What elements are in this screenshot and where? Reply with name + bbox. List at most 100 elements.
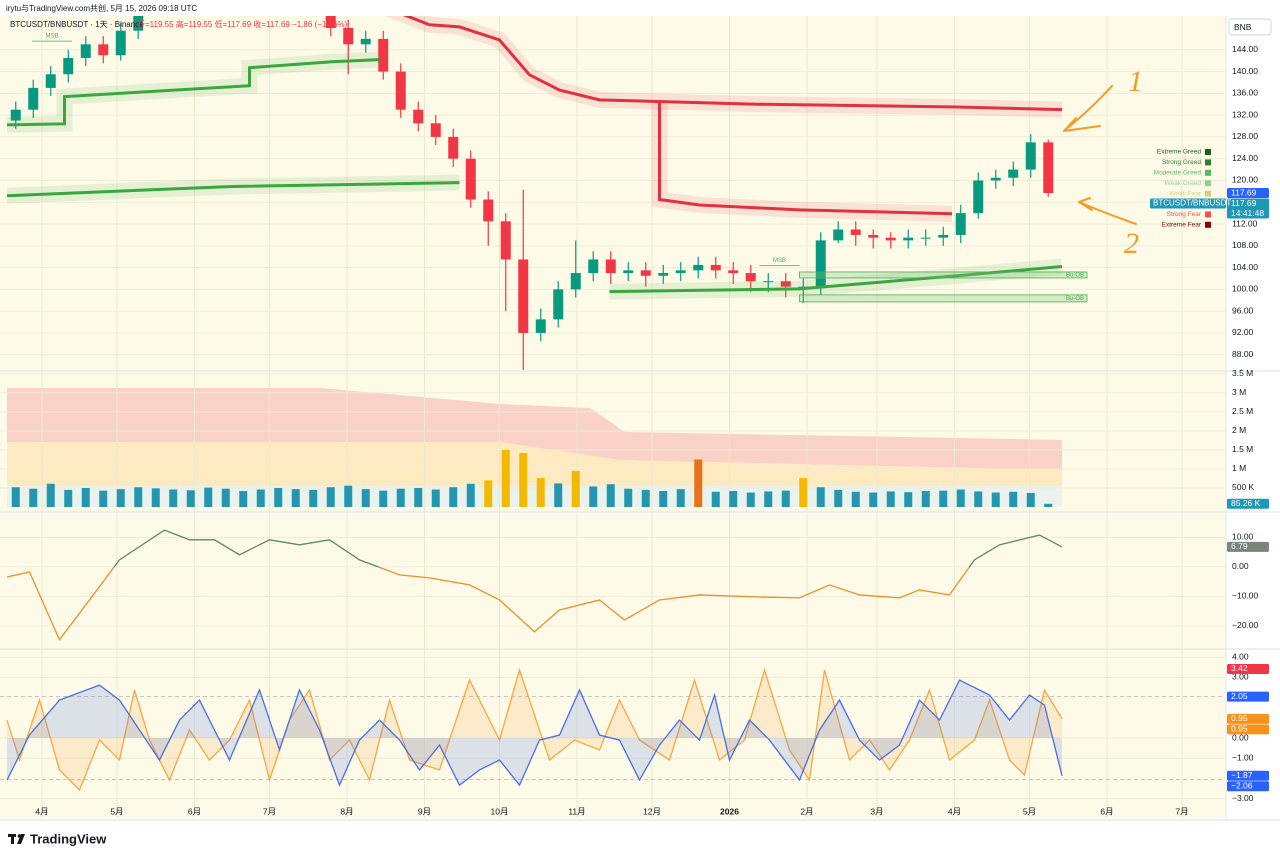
y-tick-label: 3.00 <box>1232 672 1249 682</box>
candle-body <box>343 27 354 45</box>
candle-body <box>395 71 406 110</box>
candle-body <box>360 38 371 45</box>
y-tick-label: −20.00 <box>1232 620 1259 630</box>
y-tick-label: 2 M <box>1232 425 1246 435</box>
volume-bar <box>326 487 335 507</box>
x-tick-label: 9月 <box>418 806 431 816</box>
volume-bar <box>396 488 405 507</box>
price-badge-label: −1.87 <box>1231 770 1253 780</box>
oscillator-area <box>7 680 1062 786</box>
volume-bar <box>64 489 73 507</box>
volume-bar <box>571 470 580 507</box>
candle-body <box>780 281 791 287</box>
x-tick-label: 8月 <box>340 806 353 816</box>
y-tick-label: 0.00 <box>1232 732 1249 742</box>
y-tick-label: −3.00 <box>1232 793 1254 803</box>
y-tick-label: 100.00 <box>1232 284 1258 294</box>
candle-body <box>553 289 564 320</box>
x-tick-label: 5月 <box>110 806 123 816</box>
candle-body <box>308 0 318 6</box>
y-tick-label: 136.00 <box>1232 88 1258 98</box>
volume-bar <box>449 487 458 507</box>
logo-part <box>11 834 14 844</box>
volume-bar <box>134 487 143 507</box>
y-tick-label: −10.00 <box>1232 591 1259 601</box>
legend-label: Weak Fear <box>1169 190 1202 197</box>
volume-band <box>7 442 1062 486</box>
volume-bar <box>816 487 825 507</box>
y-tick-label: 3.5 M <box>1232 368 1253 378</box>
price-badge-label: −2.06 <box>1231 781 1253 791</box>
candle-body <box>570 273 581 290</box>
candle-body <box>658 273 669 276</box>
volume-bar <box>169 489 178 507</box>
y-tick-label: 104.00 <box>1232 262 1258 272</box>
volume-bar <box>974 491 983 507</box>
y-tick-label: −1.00 <box>1232 752 1254 762</box>
volume-bar <box>676 489 685 507</box>
chart-title: BTCUSDT/BNBUSDT · 1天 · Binance <box>10 20 144 29</box>
price-badge-label: 117.69 <box>1231 198 1257 208</box>
overlay-line <box>6 181 460 198</box>
price-badge-label: 0.95 <box>1231 724 1248 734</box>
y-tick-label: 132.00 <box>1232 109 1258 119</box>
volume-bar <box>851 491 860 507</box>
order-block-label: Bu-OB <box>1066 296 1084 302</box>
oscillator-line <box>6 667 1063 792</box>
volume-bar <box>589 486 598 507</box>
candle-body <box>763 281 774 283</box>
hand-arrows <box>1063 85 1137 225</box>
x-tick-label: 7月 <box>263 806 276 816</box>
legend-label: Moderate Greed <box>1154 170 1202 177</box>
volume-bar <box>239 491 248 507</box>
y-tick-label: 3 M <box>1232 387 1246 397</box>
y-tick-label: 128.00 <box>1232 131 1258 141</box>
legend-label: Strong Fear <box>1167 211 1202 218</box>
volume-bar <box>834 489 843 507</box>
oscillator-area <box>7 669 1062 790</box>
candle-body <box>325 16 336 28</box>
y-tick-label: 0.00 <box>1232 561 1249 571</box>
x-tick-label: 4月 <box>948 806 961 816</box>
candle-body <box>413 109 424 124</box>
price-badge <box>1227 770 1269 781</box>
symbol-box[interactable] <box>1228 18 1272 36</box>
candle-body <box>885 237 896 241</box>
legend-swatch <box>1205 159 1211 166</box>
candle-body <box>745 273 756 282</box>
volume-bar <box>291 489 300 507</box>
volume-bar <box>81 487 90 507</box>
volume-bar <box>869 492 878 507</box>
candle-body <box>133 16 144 31</box>
symbol-box-label[interactable]: BNB <box>1234 22 1252 32</box>
order-block <box>799 294 1088 303</box>
candle-body <box>10 109 21 121</box>
candle-body <box>483 199 494 222</box>
volume-bar <box>886 491 895 507</box>
brand: TradingView <box>30 831 107 846</box>
volume-bar <box>256 489 265 507</box>
pane <box>6 529 1063 642</box>
x-tick-label: 3月 <box>870 806 883 816</box>
volume-bar <box>711 491 720 507</box>
volume-bar <box>729 491 738 507</box>
volume-bar <box>46 483 55 507</box>
candle-body <box>728 270 739 274</box>
ohlc-readout: 开=119.55 高=119.55 低=117.69 收=117.69 −1.8… <box>137 19 348 29</box>
candle-body <box>1043 142 1054 194</box>
volume-bar <box>624 488 633 507</box>
y-tick-label: 1 M <box>1232 463 1246 473</box>
legend-swatch <box>1205 149 1211 155</box>
candle-body <box>500 221 511 260</box>
candle-body <box>640 270 651 276</box>
price-badge-label: 117.69 <box>1231 187 1257 197</box>
pane <box>11 449 1053 507</box>
pane <box>0 667 1225 792</box>
x-tick-label: 4月 <box>35 806 48 816</box>
legend-label: Extreme Greed <box>1157 149 1201 156</box>
volume-bar <box>309 489 318 507</box>
price-badge <box>1227 724 1269 735</box>
candle-body <box>448 136 459 159</box>
x-tick-label: 5月 <box>1023 806 1036 816</box>
candle-body <box>1008 169 1019 178</box>
